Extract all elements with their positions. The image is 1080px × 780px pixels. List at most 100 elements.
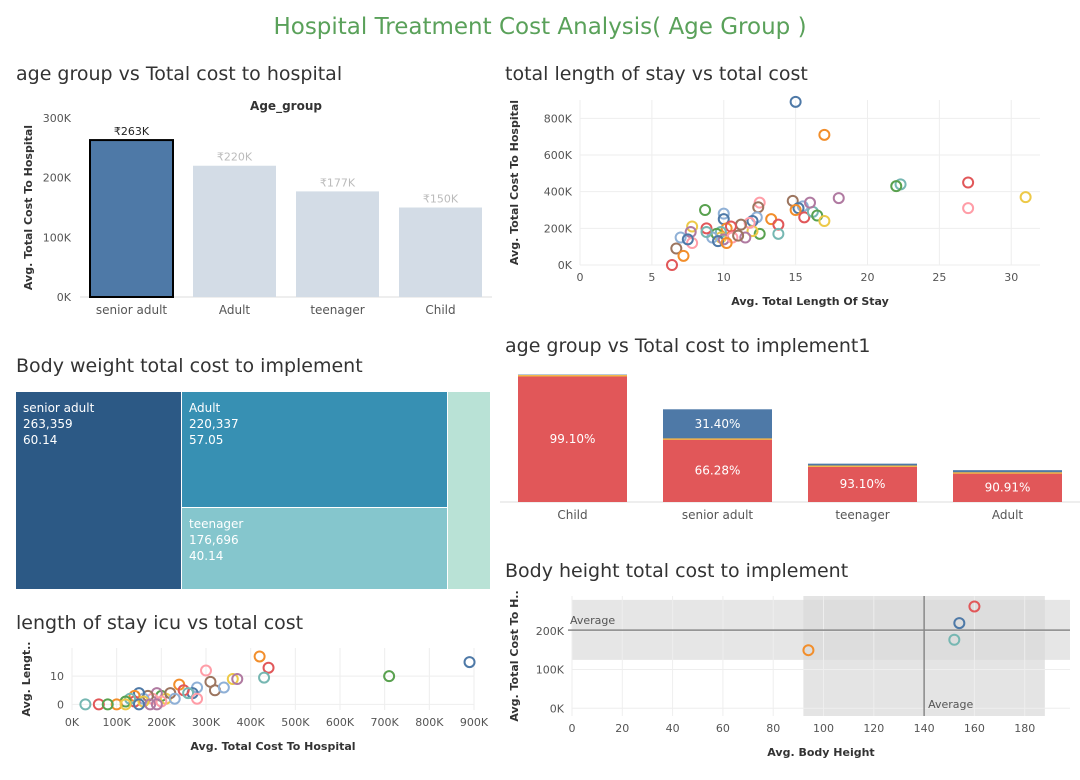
x-tick-label: 0	[569, 722, 576, 735]
bar	[89, 139, 174, 299]
x-tick-label: 400K	[237, 716, 266, 729]
stacked-chart-title: age group vs Total cost to implement1	[505, 335, 871, 357]
x-tick-label: 0	[577, 271, 584, 284]
x-tick-label: Child	[557, 508, 587, 522]
scatter-point	[110, 698, 123, 711]
average-label: Average	[570, 614, 615, 627]
y-tick-label: 400K	[544, 186, 573, 199]
y-tick-label: 100K	[43, 231, 72, 244]
x-tick-label: 700K	[371, 716, 400, 729]
treemap-label: Adult	[189, 401, 221, 415]
x-tick-label: Child	[425, 303, 455, 317]
x-tick-label: 500K	[281, 716, 310, 729]
treemap-cost: 220,337	[189, 417, 239, 431]
dashboard-title: Hospital Treatment Cost Analysis( Age Gr…	[273, 14, 807, 40]
stack-label: 99.10%	[550, 432, 596, 446]
scatter-point	[463, 656, 476, 669]
treemap-weight: 57.05	[189, 433, 224, 447]
stack-label: 93.10%	[840, 477, 886, 491]
scatter-point	[772, 227, 785, 240]
bar	[296, 191, 379, 297]
scatter-point	[948, 633, 961, 646]
scatter-point	[720, 237, 733, 249]
scatter-point	[700, 222, 713, 235]
y-tick-label: 300K	[43, 112, 72, 125]
scatter-point	[168, 692, 181, 705]
scatter-point	[200, 664, 212, 677]
scatter-point	[217, 681, 230, 694]
scatter-point	[717, 207, 730, 220]
bar	[193, 165, 276, 297]
x-tick-label: 60	[716, 722, 730, 735]
scatter-point	[674, 231, 687, 244]
scatter-point	[79, 698, 92, 711]
y-tick-label: 0K	[558, 259, 573, 272]
scatter-point	[133, 698, 145, 711]
y-tick-label: 200K	[544, 222, 573, 235]
x-axis-label: Avg. Total Cost To Hospital	[190, 740, 355, 753]
bar-value-label: ₹263K	[114, 125, 150, 138]
treemap-weight: 40.14	[189, 549, 224, 563]
bar-chart-title: age group vs Total cost to hospital	[16, 63, 343, 85]
scatter-point	[182, 687, 195, 700]
stack-segment	[808, 463, 917, 467]
scatter-point	[686, 220, 699, 233]
scatter-point	[684, 226, 697, 238]
scatter-point	[150, 698, 163, 711]
treemap-label: senior adult	[23, 401, 95, 415]
x-tick-label: 0K	[65, 716, 80, 729]
scatter-point	[953, 617, 966, 630]
scatter-point	[258, 671, 271, 684]
stack-label: 90.91%	[985, 481, 1031, 495]
x-tick-label: 30	[1004, 271, 1018, 284]
y-tick-label: 600K	[544, 149, 573, 162]
x-tick-label: Adult	[992, 508, 1024, 522]
y-tick-label: 10	[50, 670, 64, 683]
treemap-cell-teenager[interactable]: teenager 176,696 40.14	[182, 508, 447, 589]
y-axis-label: Avg. Lengt..	[20, 642, 33, 717]
treemap-cell-senior-adult[interactable]: senior adult 263,359 60.14	[16, 392, 181, 589]
scatter-point	[262, 661, 275, 674]
scatter-point	[231, 673, 244, 685]
x-tick-label: 20	[615, 722, 629, 735]
x-tick-label: 5	[648, 271, 655, 284]
scatter-point	[890, 180, 903, 193]
scatter-point	[968, 600, 981, 613]
scatter-point	[712, 235, 724, 248]
x-tick-label: Adult	[219, 303, 251, 317]
treemap: senior adult 263,359 60.14 Adult 220,337…	[16, 392, 490, 589]
chart-header: Age_group	[250, 99, 322, 114]
x-axis-label: Avg. Body Height	[767, 746, 874, 759]
scatter-point	[732, 229, 745, 242]
y-tick-label: 0K	[57, 291, 72, 304]
scatter-point	[119, 698, 132, 711]
stack-segment	[808, 466, 917, 502]
x-tick-label: 100	[813, 722, 834, 735]
scatter-point	[818, 128, 831, 141]
scatter-point	[818, 215, 831, 227]
y-tick-label: 200K	[536, 625, 565, 638]
scatter-point	[962, 176, 975, 189]
x-tick-label: 200K	[147, 716, 176, 729]
treemap-label: teenager	[189, 517, 244, 531]
x-tick-label: senior adult	[682, 508, 754, 522]
x-tick-label: 160	[964, 722, 985, 735]
treemap-cell-adult[interactable]: Adult 220,337 57.05	[182, 392, 447, 507]
x-tick-label: 120	[863, 722, 884, 735]
x-tick-label: 80	[766, 722, 780, 735]
stack-segment	[953, 473, 1062, 502]
x-tick-label: teenager	[310, 303, 364, 317]
scatter-point	[92, 698, 105, 711]
scatter-point	[743, 216, 756, 229]
icu-scatter-title: length of stay icu vs total cost	[16, 612, 304, 634]
stay-scatter-title: total length of stay vs total cost	[505, 63, 808, 85]
y-axis-label: Avg. Total Cost To Hospital	[508, 100, 521, 265]
treemap-cell-child[interactable]	[448, 392, 490, 589]
scatter-point	[699, 204, 712, 216]
x-tick-label: 180	[1014, 722, 1035, 735]
stay-scatter-chart: 0 5 10 15 20 25 30 0K 200K 400K 600K 800K Avg. Total…	[508, 95, 1040, 308]
icu-scatter-chart: 0K 100K 200K 300K 400K 500K 600K 700K 800K 900K 0 1…	[20, 642, 489, 753]
scatter-point	[724, 220, 737, 233]
scatter-point	[383, 670, 396, 683]
height-scatter-title: Body height total cost to implement	[505, 560, 849, 582]
